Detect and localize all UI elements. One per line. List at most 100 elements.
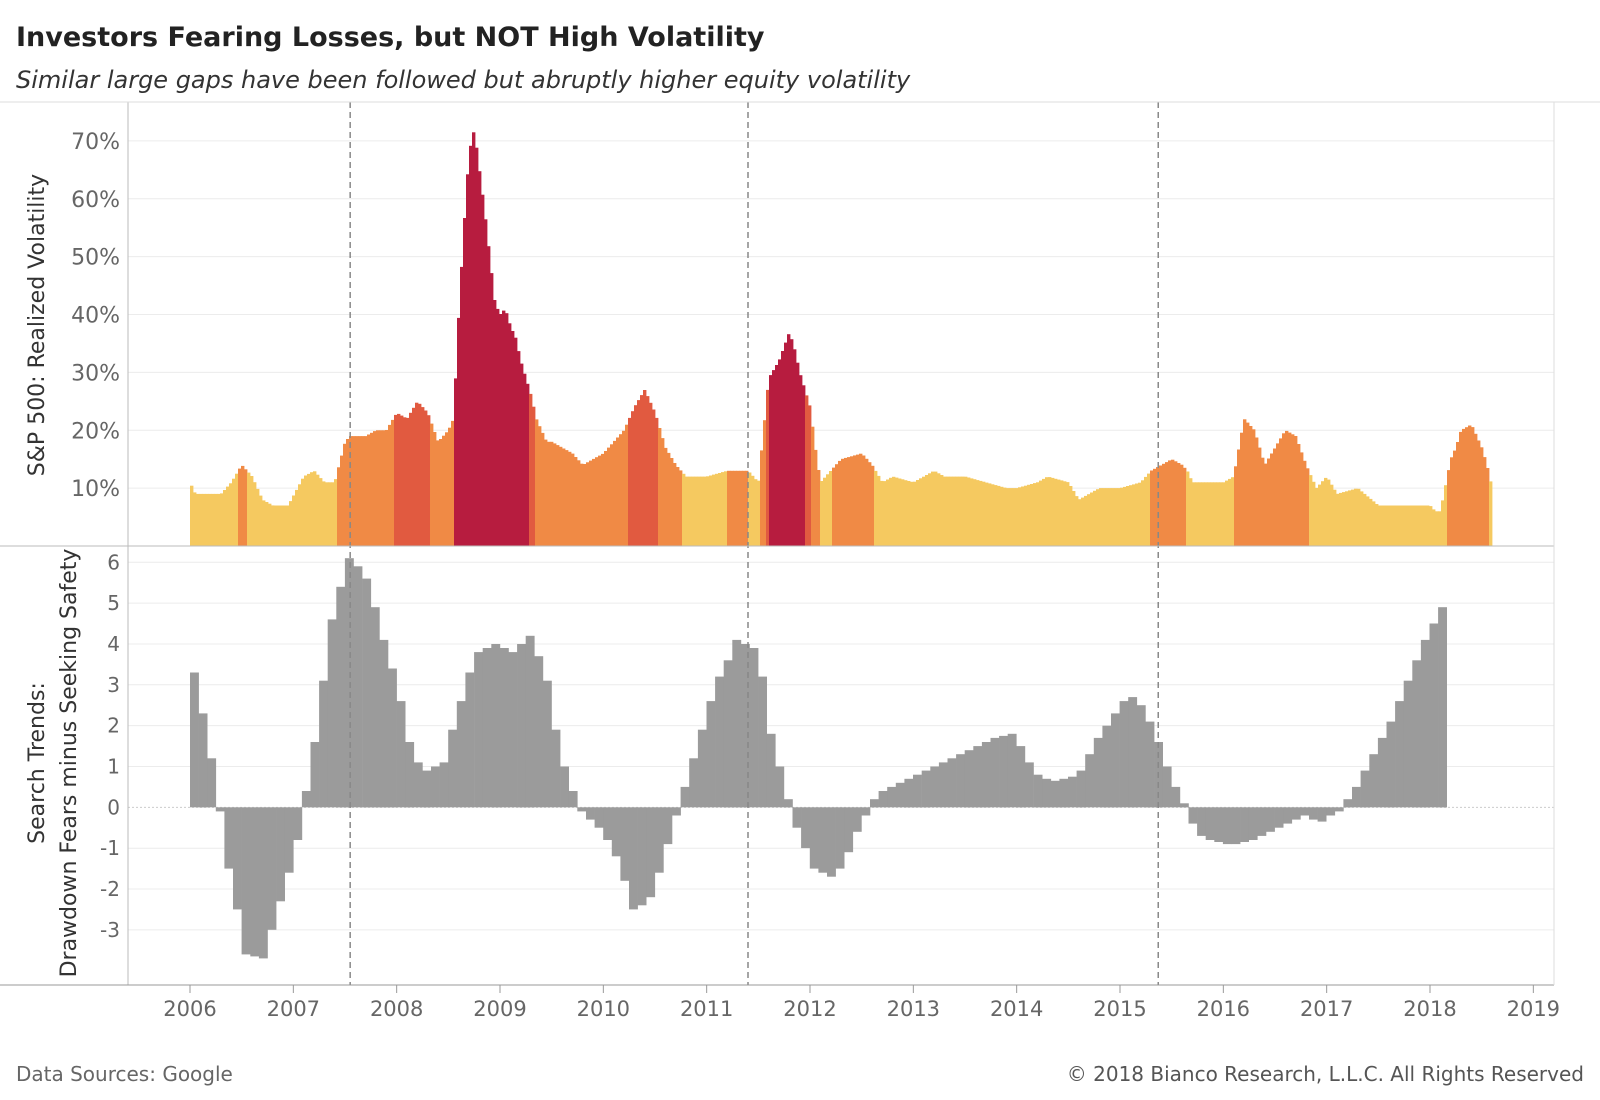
search-trend-bar [766, 733, 776, 808]
search-trend-bar [1111, 713, 1120, 808]
search-trend-bar [1420, 639, 1430, 808]
volatility-bar [832, 467, 836, 546]
volatility-bar [931, 471, 935, 546]
volatility-bar [1441, 500, 1445, 546]
volatility-bar [562, 448, 566, 546]
volatility-bar [211, 493, 215, 546]
volatility-bar [976, 480, 980, 546]
volatility-bar [466, 174, 470, 547]
search-trend-bar [370, 607, 380, 808]
volatility-bar [1093, 490, 1097, 546]
volatility-bar [1090, 492, 1094, 546]
search-trend-bar [895, 782, 905, 808]
volatility-bar [601, 453, 605, 546]
volatility-bar [229, 483, 233, 546]
volatility-bar [1450, 457, 1454, 546]
search-trend-bar [740, 644, 750, 808]
volatility-bar [1306, 468, 1310, 546]
volatility-bar [364, 436, 368, 546]
search-trend-bar [1326, 807, 1336, 816]
volatility-bar [844, 457, 848, 546]
search-trend-bar [534, 656, 544, 808]
volatility-bar [529, 393, 533, 546]
volatility-bar [373, 431, 377, 546]
data-source-note: Data Sources: Google [16, 1062, 233, 1086]
volatility-bar [769, 375, 773, 546]
volatility-bar [1249, 426, 1253, 546]
copyright-note: © 2018 Bianco Research, L.L.C. All Right… [1066, 1062, 1584, 1086]
volatility-bar [331, 482, 335, 546]
volatility-bar [484, 219, 488, 547]
search-trend-bar [809, 807, 819, 869]
volatility-bar [382, 430, 386, 546]
volatility-bar [478, 171, 482, 546]
volatility-bar [319, 478, 323, 546]
volatility-bar [934, 471, 938, 546]
volatility-bar [1009, 488, 1013, 546]
volatility-bar [628, 417, 632, 546]
search-trend-bar [1360, 770, 1370, 808]
volatility-bar [322, 481, 326, 546]
volatility-bar [367, 434, 371, 546]
search-trend-bar [1119, 701, 1129, 808]
volatility-bar [313, 471, 317, 546]
volatility-bar [1327, 479, 1331, 546]
volatility-bar [238, 468, 242, 546]
volatility-bar [1015, 488, 1019, 546]
volatility-bar [1153, 468, 1157, 546]
search-trend-bar [1438, 607, 1447, 808]
volatility-bar [856, 454, 860, 546]
search-y-axis-label-line1: Search Trends: [25, 682, 50, 844]
volatility-bar [700, 476, 704, 546]
volatility-bar [235, 473, 239, 546]
search-trend-bar [1222, 807, 1232, 845]
volatility-bar [436, 440, 440, 546]
volatility-bar [904, 480, 908, 546]
volatility-bar [271, 505, 275, 546]
search-trend-bar [456, 701, 466, 808]
volatility-bar [1279, 438, 1283, 546]
volatility-bar [1342, 492, 1346, 546]
volatility-bar [754, 479, 758, 546]
volatility-bar [1255, 437, 1259, 546]
volatility-bar [262, 500, 266, 546]
volatility-bar [202, 493, 206, 546]
volatility-bar [1036, 482, 1040, 546]
search-trend-bar [1085, 754, 1095, 808]
volatility-bar [655, 417, 659, 546]
volatility-bar [1480, 447, 1484, 546]
search-tick-label: 5 [107, 591, 120, 615]
search-trend-bar [405, 742, 415, 808]
volatility-bar [1285, 430, 1289, 546]
volatility-bar [1078, 499, 1082, 546]
volatility-bar [352, 436, 356, 546]
volatility-bar [1030, 484, 1034, 546]
volatility-bar [397, 413, 401, 546]
volatility-bar [859, 453, 863, 546]
volatility-bar [973, 479, 977, 546]
search-trend-bar [250, 807, 260, 957]
search-trend-bar [474, 652, 483, 808]
volatility-bar [1489, 481, 1493, 546]
volatility-bar [415, 402, 419, 546]
x-tick-label: 2015 [1093, 997, 1146, 1021]
volatility-bar [943, 476, 947, 546]
volatility-bar [1312, 481, 1316, 546]
volatility-bar [526, 383, 530, 546]
volatility-bar [787, 334, 791, 546]
volatility-bar [1048, 477, 1052, 546]
volatility-bar [1042, 478, 1046, 546]
volatility-bar [370, 432, 374, 546]
search-trend-bar [1266, 807, 1275, 832]
volatility-bar [967, 477, 971, 546]
volatility-bar [823, 477, 827, 546]
volatility-bar [1024, 485, 1028, 546]
volatility-bar [268, 503, 272, 546]
search-trend-bar [861, 807, 871, 816]
volatility-bar [874, 470, 878, 546]
search-trend-bar [551, 729, 561, 808]
volatility-bar [1021, 486, 1025, 546]
volatility-bar [289, 501, 293, 546]
volatility-bar [487, 246, 491, 546]
volatility-bar [1120, 487, 1124, 546]
